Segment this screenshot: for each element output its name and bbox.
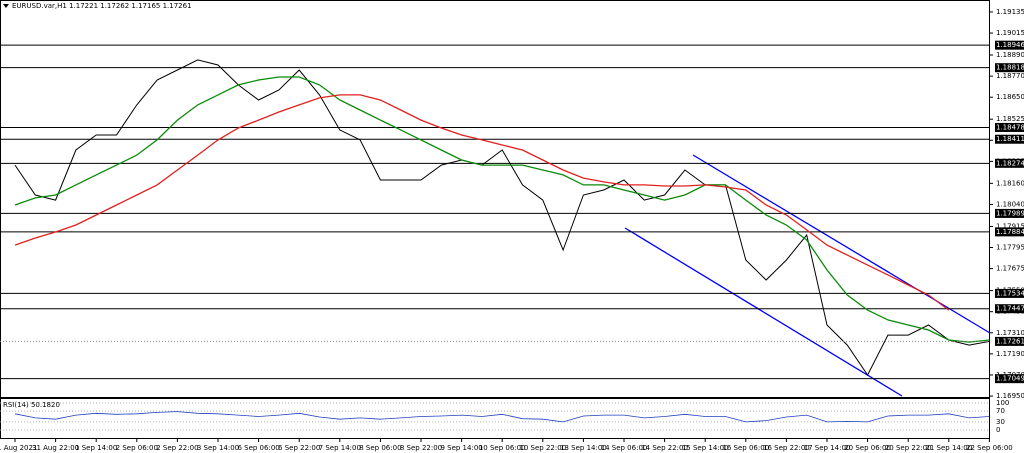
level-box bbox=[995, 158, 1024, 168]
x-tick-label: 13 Sep 14:00 bbox=[560, 444, 607, 452]
x-tick-label: 1 Sep 14:00 bbox=[75, 444, 117, 452]
level-label: 1.18478 bbox=[996, 123, 1024, 131]
y-tick-label: 1.18890 bbox=[996, 51, 1024, 59]
x-tick-label: 15 Sep 14:00 bbox=[682, 444, 729, 452]
x-tick-label: 20 Sep 06:00 bbox=[844, 444, 891, 452]
menu-arrow bbox=[3, 4, 9, 8]
y-tick-label: 1.16950 bbox=[996, 392, 1024, 400]
level-label: 1.18818 bbox=[996, 64, 1024, 72]
x-tick-label: 21 Sep 14:00 bbox=[925, 444, 972, 452]
x-tick-label: 31 Aug 2021 bbox=[0, 444, 37, 452]
level-label: 1.17989 bbox=[996, 209, 1024, 217]
x-tick-label: 8 Sep 22:00 bbox=[400, 444, 442, 452]
current-price-box bbox=[995, 336, 1024, 346]
rsi-tick-label: 70 bbox=[996, 407, 1005, 415]
y-tick-label: 1.17795 bbox=[996, 244, 1024, 252]
x-tick-label: 2 Sep 22:00 bbox=[156, 444, 198, 452]
moving-average bbox=[14, 76, 990, 343]
rsi-tick-label: 0 bbox=[996, 426, 1000, 434]
y-tick-label: 1.18525 bbox=[996, 115, 1024, 123]
level-box bbox=[995, 288, 1024, 298]
x-tick-label: 7 Sep 14:00 bbox=[319, 444, 361, 452]
level-label: 1.18946 bbox=[996, 41, 1024, 49]
rsi-tick-label: 100 bbox=[996, 399, 1009, 407]
y-tick-label: 1.17310 bbox=[996, 329, 1024, 337]
rsi-title: RSI(14) 50.1820 bbox=[3, 401, 60, 409]
x-tick-label: 3 Sep 14:00 bbox=[197, 444, 239, 452]
y-tick-label: 1.19135 bbox=[996, 8, 1024, 16]
x-tick-label: 8 Sep 06:00 bbox=[359, 444, 401, 452]
level-box bbox=[995, 122, 1024, 132]
rsi-tick-label: 30 bbox=[996, 418, 1005, 426]
rsi-panel bbox=[0, 398, 990, 439]
level-label: 1.17884 bbox=[996, 228, 1024, 236]
level-box bbox=[995, 208, 1024, 218]
x-tick-label: 16 Sep 06:00 bbox=[722, 444, 769, 452]
x-tick-label: 6 Sep 06:00 bbox=[237, 444, 279, 452]
x-tick-label: 10 Sep 22:00 bbox=[519, 444, 566, 452]
x-tick-label: 31 Aug 22:00 bbox=[32, 444, 79, 452]
level-label: 1.18274 bbox=[996, 159, 1024, 167]
level-label: 1.17447 bbox=[996, 305, 1024, 313]
chart-title: EURUSD.var,H1 1.17221 1.17262 1.17165 1.… bbox=[12, 2, 192, 10]
y-tick-label: 1.19015 bbox=[996, 29, 1024, 37]
level-box bbox=[995, 40, 1024, 50]
level-box bbox=[995, 304, 1024, 314]
x-tick-label: 2 Sep 06:00 bbox=[116, 444, 158, 452]
x-tick-label: 9 Sep 14:00 bbox=[440, 444, 482, 452]
level-box bbox=[995, 63, 1024, 73]
x-tick-label: 17 Sep 14:00 bbox=[804, 444, 851, 452]
x-tick-label: 22 Sep 06:00 bbox=[966, 444, 1013, 452]
level-label: 1.17049 bbox=[996, 375, 1024, 383]
y-tick-label: 1.18160 bbox=[996, 179, 1024, 187]
y-tick-label: 1.18770 bbox=[996, 72, 1024, 80]
level-box bbox=[995, 227, 1024, 237]
x-tick-label: 10 Sep 06:00 bbox=[479, 444, 526, 452]
y-tick-label: 1.17190 bbox=[996, 350, 1024, 358]
level-label: 1.18411 bbox=[996, 135, 1024, 143]
level-box bbox=[995, 374, 1024, 384]
main-panel bbox=[0, 0, 990, 398]
x-tick-label: 6 Sep 22:00 bbox=[278, 444, 320, 452]
moving-average bbox=[14, 94, 950, 311]
y-tick-label: 1.17675 bbox=[996, 265, 1024, 273]
rsi-line bbox=[14, 411, 990, 423]
current-price-label: 1.17261 bbox=[996, 337, 1024, 345]
channel-upper bbox=[692, 154, 991, 334]
x-tick-label: 16 Sep 22:00 bbox=[763, 444, 810, 452]
channel-lower bbox=[624, 227, 903, 397]
y-tick-label: 1.17915 bbox=[996, 222, 1024, 230]
x-tick-label: 14 Sep 22:00 bbox=[641, 444, 688, 452]
x-tick-label: 14 Sep 06:00 bbox=[601, 444, 648, 452]
level-label: 1.17534 bbox=[996, 289, 1024, 297]
level-box bbox=[995, 134, 1024, 144]
y-tick-label: 1.18040 bbox=[996, 200, 1024, 208]
y-tick-label: 1.18650 bbox=[996, 93, 1024, 101]
price-line bbox=[14, 59, 990, 376]
x-tick-label: 20 Sep 22:00 bbox=[885, 444, 932, 452]
